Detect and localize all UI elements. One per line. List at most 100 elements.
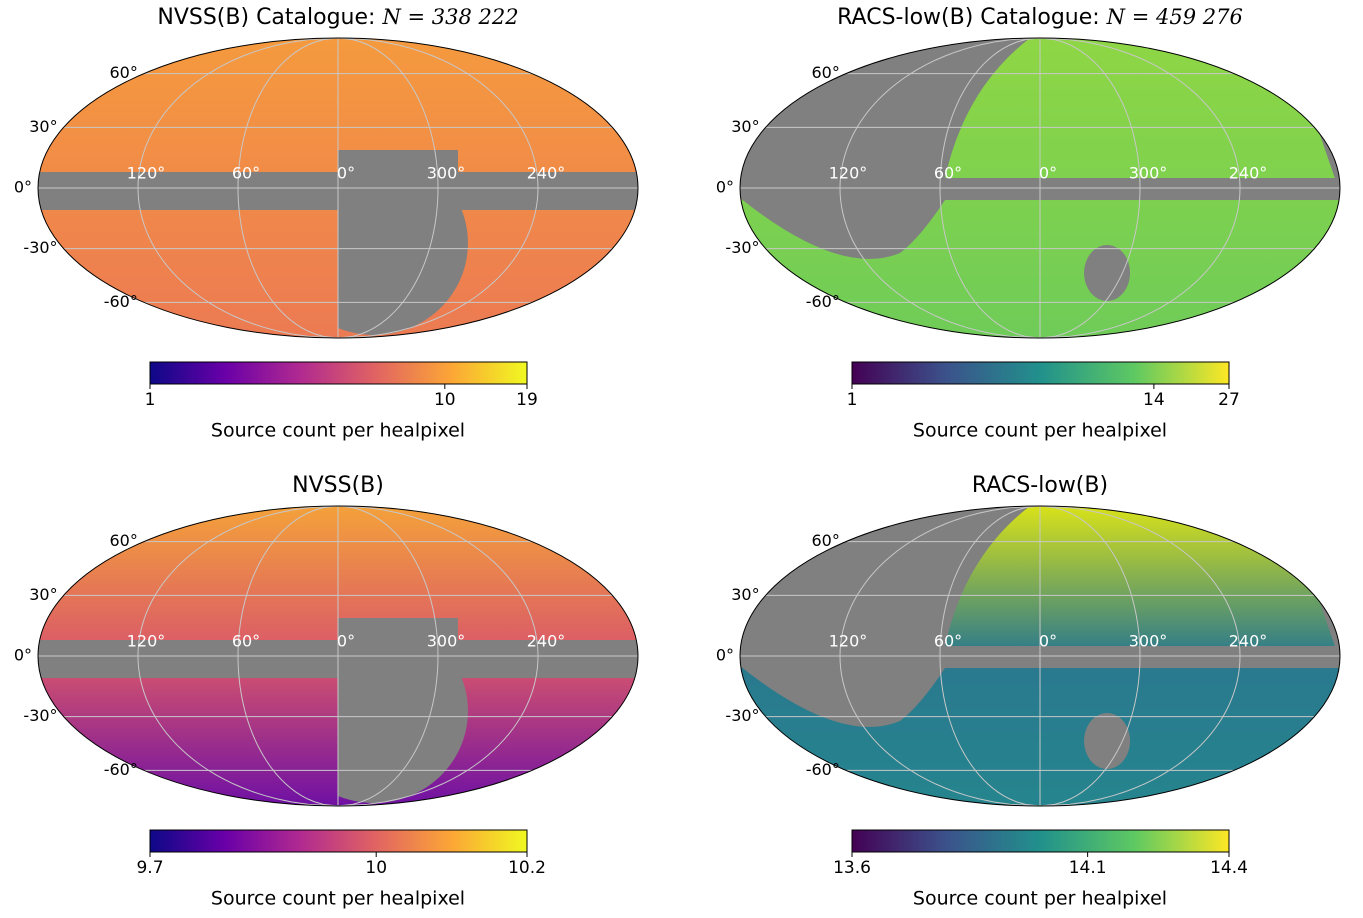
mask: [740, 506, 1340, 727]
colorbar-tick-label: 14: [1143, 390, 1165, 410]
lat-tick-label: 0°: [14, 646, 32, 665]
colorbar-tick-label: 10: [365, 858, 387, 878]
lat-tick-label: 0°: [14, 178, 32, 197]
colorbar: [851, 361, 1230, 385]
lat-tick-label: 30°: [731, 585, 759, 604]
mask: [740, 38, 1340, 259]
colorbar-label: Source count per healpixel: [211, 888, 465, 910]
lon-tick-label: 60°: [232, 632, 260, 651]
lat-tick-label: 60°: [110, 531, 138, 550]
map: [38, 38, 638, 338]
colorbar-tick-label: 14.4: [1210, 858, 1248, 878]
lat-tick-label: -30°: [725, 238, 759, 257]
mask: [1084, 245, 1131, 301]
lon-tick-label: 240°: [1229, 164, 1268, 183]
lon-tick-label: 120°: [829, 164, 868, 183]
title-text: RACS-low(B): [972, 473, 1108, 498]
colorbar: [851, 829, 1230, 853]
lon-tick-label: 240°: [527, 164, 566, 183]
map: [38, 506, 638, 806]
lon-grid-line: [1039, 38, 1241, 338]
lon-tick-label: 300°: [427, 632, 466, 651]
lon-tick-label: 60°: [934, 164, 962, 183]
colorbar: [149, 361, 528, 385]
lon-tick-label: 120°: [127, 164, 166, 183]
lat-tick-label: 0°: [716, 178, 734, 197]
lat-tick-label: -30°: [23, 706, 57, 725]
map-outline: [739, 505, 1341, 807]
lon-grid-line: [137, 506, 339, 806]
lon-grid-line: [1039, 506, 1241, 806]
lat-tick-label: -60°: [104, 292, 138, 311]
lat-tick-label: 60°: [812, 63, 840, 82]
colorbar-tick-label: 13.6: [833, 858, 871, 878]
colorbar-tick-label: 19: [516, 390, 538, 410]
lon-grid-line: [337, 506, 539, 806]
lon-grid-line: [939, 506, 1041, 806]
lon-tick-label: 120°: [829, 632, 868, 651]
title-math: N = 338 222: [381, 5, 518, 29]
colorbar-label: Source count per healpixel: [913, 888, 1167, 910]
lat-tick-label: 60°: [110, 63, 138, 82]
lat-tick-label: -60°: [806, 292, 840, 311]
lon-tick-label: 60°: [934, 632, 962, 651]
lon-tick-label: 0°: [1039, 164, 1057, 183]
lon-tick-label: 0°: [337, 632, 355, 651]
lon-grid-line: [137, 38, 339, 338]
colorbar-tick-label: 10: [434, 390, 456, 410]
lon-grid-line: [337, 38, 539, 338]
colorbar-tick-label: 14.1: [1069, 858, 1107, 878]
lon-grid-line: [337, 506, 439, 806]
colorbar-label: Source count per healpixel: [913, 420, 1167, 442]
panel-title: RACS-low(B): [972, 473, 1108, 498]
lat-tick-label: -60°: [806, 760, 840, 779]
lat-tick-label: -30°: [725, 706, 759, 725]
lon-grid-line: [237, 38, 339, 338]
colorbar-tick-label: 9.7: [136, 858, 163, 878]
map: [740, 38, 1340, 338]
lon-tick-label: 240°: [1229, 632, 1268, 651]
colorbar-label: Source count per healpixel: [211, 420, 465, 442]
colorbar-tick-label: 27: [1218, 390, 1240, 410]
lat-tick-label: -60°: [104, 760, 138, 779]
panel: NVSS(B) Catalogue: N = 338 222 60° 30° 0° -3…: [14, 5, 639, 442]
panel-title: NVSS(B) Catalogue: N = 338 222: [157, 5, 518, 31]
lon-grid-line: [839, 506, 1041, 806]
lon-tick-label: 240°: [527, 632, 566, 651]
lon-tick-label: 0°: [1039, 632, 1057, 651]
lon-tick-label: 120°: [127, 632, 166, 651]
title-math: N = 459 276: [1106, 5, 1243, 29]
title-text: NVSS(B): [292, 473, 384, 498]
colorbar-tick-label: 1: [847, 390, 858, 410]
mask: [338, 619, 468, 803]
lat-tick-label: -30°: [23, 238, 57, 257]
map-outline: [37, 505, 639, 807]
title-text: NVSS(B) Catalogue:: [157, 5, 382, 30]
lon-grid-line: [237, 506, 339, 806]
lon-grid-line: [839, 38, 1041, 338]
mask: [338, 151, 468, 336]
lon-grid-line: [1039, 506, 1141, 806]
panel-title: NVSS(B): [292, 473, 384, 498]
lon-grid-line: [1039, 38, 1141, 338]
panel-title: RACS-low(B) Catalogue: N = 459 276: [837, 5, 1243, 31]
mask: [338, 618, 458, 640]
lat-tick-label: 30°: [731, 117, 759, 136]
lon-tick-label: 300°: [1129, 164, 1168, 183]
lat-tick-label: 60°: [812, 531, 840, 550]
map-outline: [739, 37, 1341, 339]
lat-tick-label: 30°: [29, 117, 57, 136]
lon-tick-label: 300°: [1129, 632, 1168, 651]
panel: RACS-low(B) 60° 30° 0° -30° -60° 120° 60° 0° 300°…: [716, 473, 1341, 910]
colorbar-tick-label: 1: [145, 390, 156, 410]
panel: RACS-low(B) Catalogue: N = 459 276 60° 30°…: [716, 5, 1341, 442]
map-outline: [37, 37, 639, 339]
lon-tick-label: 60°: [232, 164, 260, 183]
colorbar-tick-label: 10.2: [508, 858, 546, 878]
mask: [338, 150, 458, 172]
lat-tick-label: 0°: [716, 646, 734, 665]
lon-grid-line: [337, 38, 439, 338]
panel: NVSS(B) 60° 30° 0° -30° -60° 120° 60° 0° 300° 240°…: [14, 473, 639, 910]
lon-grid-line: [939, 38, 1041, 338]
